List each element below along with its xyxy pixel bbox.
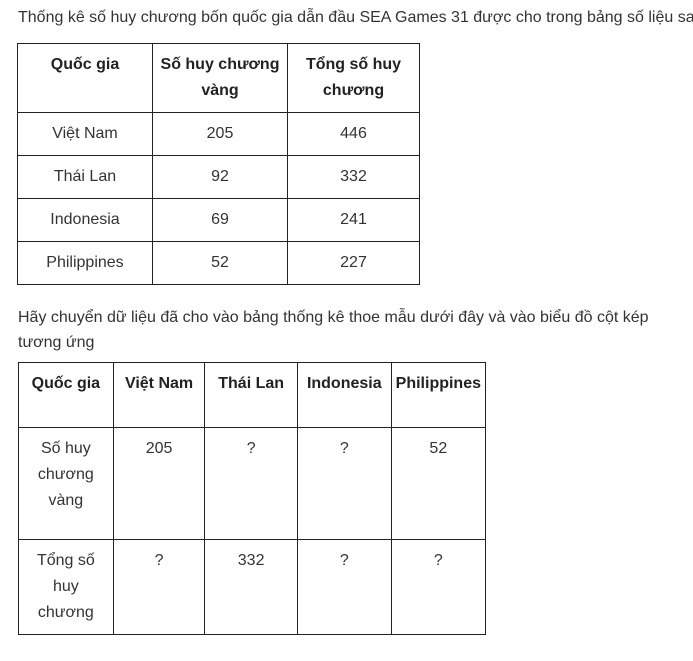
table-cell: Philippines xyxy=(17,241,153,285)
table-cell: Số huy chương vàng xyxy=(18,427,114,540)
table-cell: 205 xyxy=(152,112,288,156)
table-cell: 52 xyxy=(390,427,487,540)
intro-text: Thống kê số huy chương bốn quốc gia dẫn … xyxy=(18,9,693,26)
table-cell: Tổng số huy chương xyxy=(18,539,114,635)
table-cell: ? xyxy=(112,539,206,635)
header-cell: Philippines xyxy=(390,362,487,428)
table-row: Việt Nam 205 446 xyxy=(17,112,420,156)
table-cell: ? xyxy=(390,539,487,635)
table-cell: 227 xyxy=(287,241,420,285)
medal-table: Quốc gia Số huy chương vàng Tổng số huy ch… xyxy=(17,43,420,285)
table-row: Philippines 52 227 xyxy=(17,241,420,285)
table-cell: Việt Nam xyxy=(17,112,153,156)
header-cell: Quốc gia xyxy=(18,362,114,428)
table-cell: ? xyxy=(296,427,392,540)
header-cell: Việt Nam xyxy=(112,362,206,428)
table-cell: Thái Lan xyxy=(17,155,153,199)
table-cell: 446 xyxy=(287,112,420,156)
header-cell: Tổng số huy chương xyxy=(287,43,420,113)
header-cell: Indonesia xyxy=(296,362,392,428)
table-cell: Indonesia xyxy=(17,198,153,242)
table-cell: ? xyxy=(204,427,298,540)
header-cell: Quốc gia xyxy=(17,43,153,113)
table-row: Thái Lan 92 332 xyxy=(17,155,420,199)
header-cell: Số huy chương vàng xyxy=(152,43,288,113)
table-cell: 69 xyxy=(152,198,288,242)
table-cell: 92 xyxy=(152,155,288,199)
table-cell: 241 xyxy=(287,198,420,242)
table-row: Tổng số huy chương? 332?? xyxy=(18,539,487,635)
table-cell: 52 xyxy=(152,241,288,285)
table-cell: 205 xyxy=(112,427,206,540)
header-cell: Thái Lan xyxy=(204,362,298,428)
table-row: Số huy chương vàng 205?? 52 xyxy=(18,427,487,540)
instruction-text: Hãy chuyển dữ liệu đã cho vào bảng thống… xyxy=(18,309,649,351)
table-cell: 332 xyxy=(287,155,420,199)
table-row: Indonesia 69 241 xyxy=(17,198,420,242)
template-table: Quốc gia Việt Nam Thái Lan Indonesia Philipp… xyxy=(18,362,487,635)
table-cell: ? xyxy=(296,539,392,635)
table-cell: 332 xyxy=(204,539,298,635)
